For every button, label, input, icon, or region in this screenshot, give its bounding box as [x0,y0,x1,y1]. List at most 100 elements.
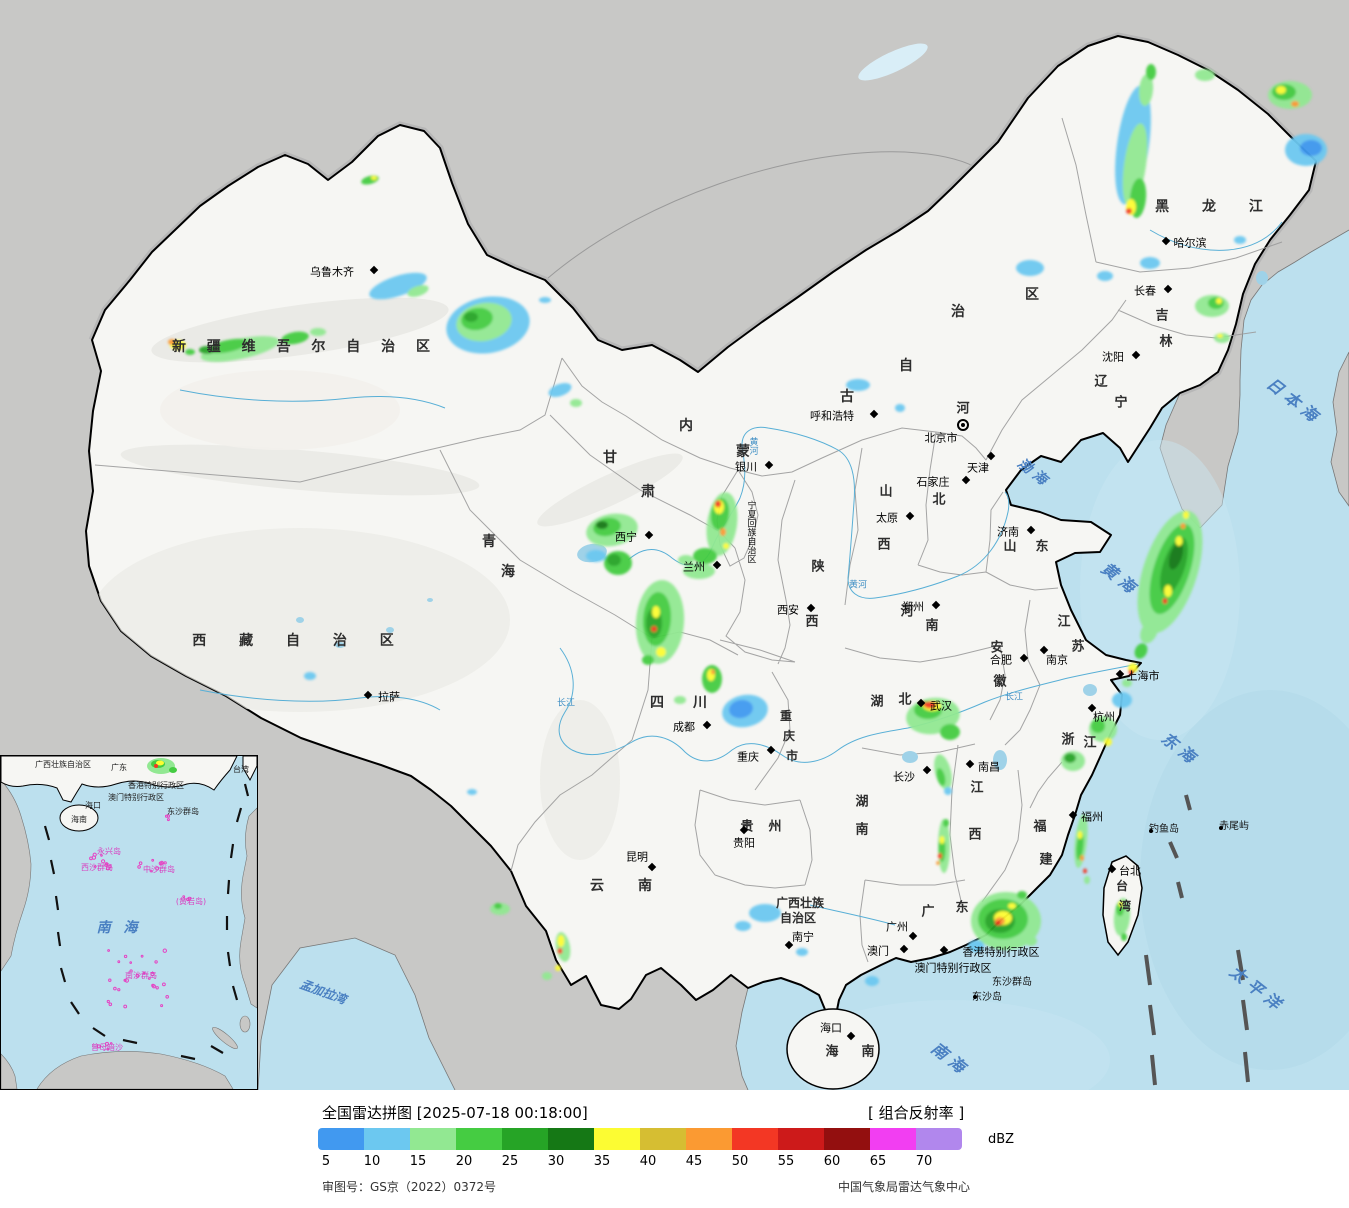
island-cluster-dot [187,896,192,901]
legend-unit: dBZ [988,1132,1015,1147]
legend-scale-value: 20 [455,1154,473,1169]
radar-echo [674,696,686,704]
radar-echo [467,789,477,795]
legend-swatch-25 [502,1128,548,1150]
island-cluster-dot [105,866,110,871]
radar-echo [1121,933,1127,941]
legend-swatch-30 [548,1128,594,1150]
radar-echo [1140,257,1160,269]
island-cluster-dot [165,995,169,999]
radar-echo [936,861,940,865]
radar-echo [1076,832,1084,860]
radar-echo [542,972,552,980]
radar-echo [846,379,870,391]
radar-echo [720,528,726,536]
inset-sea [1,756,257,1089]
radar-echo [607,554,621,566]
legend-swatch-5 [318,1128,364,1150]
radar-echo [642,655,654,665]
legend-scale-value: 35 [593,1154,611,1169]
legend-scale-value: 50 [731,1154,749,1169]
sea-deep-tint [1140,690,1349,1070]
radar-echo [281,331,309,345]
radar-echo-layer [168,64,1327,986]
island-cluster-dot [123,1004,128,1009]
radar-echo [371,176,377,180]
hainan-island [786,1008,880,1090]
radar-echo [168,339,176,345]
legend-swatch-10 [364,1128,410,1150]
radar-echo [1126,208,1132,214]
radar-echo [944,787,952,795]
island-cluster-dot [105,1041,109,1046]
radar-echo [1083,868,1087,874]
radar-echo [1217,334,1223,338]
island-cluster-dot [106,999,110,1004]
legend-swatch-70 [916,1128,962,1150]
island-cluster-dot [151,983,155,988]
inset-malay [1,1053,18,1089]
radar-echo [895,404,905,412]
radar-echo [1208,297,1224,309]
legend-scale-value: 70 [915,1154,933,1169]
legend-swatch-20 [456,1128,502,1150]
inset-borneo [36,1051,234,1089]
island-cluster-dot [155,986,159,990]
radar-echo [1008,903,1016,909]
radar-echo [494,903,502,909]
radar-echo [865,976,879,986]
japan-coast [1330,351,1349,507]
radar-echo [310,328,326,336]
radar-echo [1134,643,1148,659]
foreign-coastline [257,229,1349,1090]
radar-echo [464,312,478,322]
island-cluster-dot [151,984,156,989]
radar-echo [208,338,248,354]
radar-echo [555,965,561,971]
island-cluster-dot [149,869,153,873]
legend-scale-value: 30 [547,1154,565,1169]
island-cluster-dot [92,852,97,857]
island-cluster-dot [150,972,155,977]
radar-echo [938,853,942,859]
radar-echo [1084,876,1090,884]
radar-echo [711,669,715,675]
legend-scale-value: 10 [363,1154,381,1169]
legend-swatch-55 [778,1128,824,1150]
radar-echo [154,764,158,768]
inset-hainan [59,804,99,832]
map-license-number: 审图号：GS京（2022）0372号 [322,1180,496,1194]
island-cluster-dot [135,973,140,978]
radar-echo [1164,585,1172,597]
island-cluster-dot [137,865,141,869]
legend-swatch-50 [732,1128,778,1150]
island-cluster-dot [106,1047,110,1051]
radar-echo [169,767,177,773]
island-cluster-dot [166,818,170,822]
radar-echo [924,701,936,709]
island-cluster-dot [113,986,117,991]
island-cluster-dot [147,977,151,980]
radar-echo [1234,236,1246,244]
island-cluster-dot [162,982,166,987]
radar-echo [749,904,781,922]
radar-echo [539,297,551,303]
radar-echo [968,940,984,952]
legend-scale-value: 5 [321,1154,331,1169]
radar-echo [407,285,429,297]
radar-echo [1080,855,1084,861]
radar-echo [1077,831,1083,839]
province-borders [94,117,1283,963]
island-cluster-dot [138,861,143,865]
radar-echo [656,647,666,657]
legend-scale-value: 60 [823,1154,841,1169]
inset-map-south-china-sea: 广西壮族自治区 广东 台湾 香港特别行政区 澳门特别行政区 东沙群岛 海口 海南 永兴岛 西沙群岛… [0,755,258,1090]
island-cluster-dot [182,895,186,899]
inset-geography [1,756,257,1089]
island-cluster-dot [161,862,164,865]
radar-echo [1183,511,1189,519]
legend-scale-value: 55 [777,1154,795,1169]
legend-title: 全国雷达拼图 [2025-07-18 00:18:00] [322,1104,588,1122]
radar-echo [729,699,753,719]
radar-echo [723,543,729,549]
